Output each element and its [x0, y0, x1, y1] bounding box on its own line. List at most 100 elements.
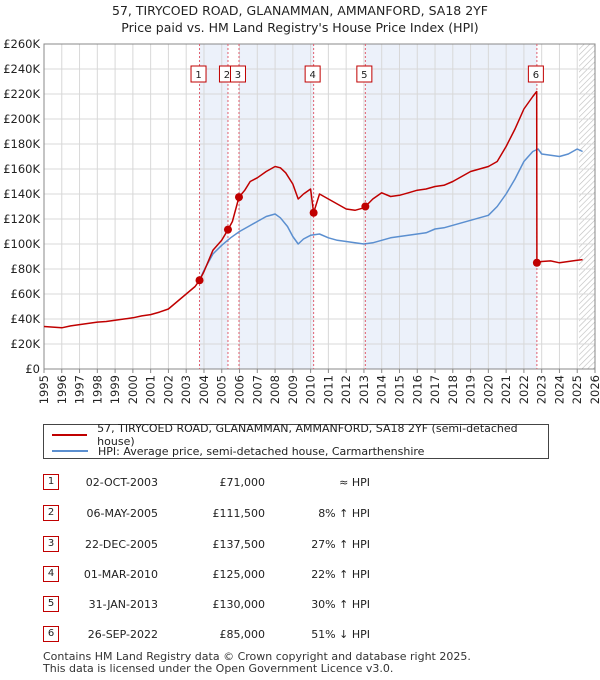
x-tick-label: 2000 — [126, 375, 140, 404]
table-row: 4 01-MAR-2010 £125,000 22% ↑ HPI — [0, 566, 600, 586]
transaction-price: £111,500 — [212, 507, 266, 520]
table-row: 3 22-DEC-2005 £137,500 27% ↑ HPI — [0, 536, 600, 556]
transaction-number: 5 — [43, 596, 59, 612]
transaction-number: 3 — [43, 536, 59, 552]
sale-label: 6 — [533, 70, 539, 81]
ownership-band — [238, 44, 314, 369]
x-tick-label: 2024 — [552, 375, 566, 404]
y-tick-label: £240K — [3, 62, 40, 76]
transaction-number: 2 — [43, 505, 59, 521]
transaction-number: 4 — [43, 566, 59, 582]
transaction-hpi-comparison: ≈ HPI — [339, 476, 370, 489]
x-tick-label: 2005 — [215, 375, 229, 404]
transaction-hpi-comparison: 27% ↑ HPI — [311, 538, 370, 551]
sale-label: 4 — [309, 70, 315, 81]
sale-point — [361, 202, 370, 211]
x-tick-label: 2009 — [286, 375, 300, 404]
transaction-hpi-comparison: 22% ↑ HPI — [311, 568, 370, 581]
footer-copyright: Contains HM Land Registry data © Crown c… — [43, 650, 471, 663]
transaction-price: £137,500 — [212, 538, 266, 551]
x-tick-label: 2010 — [304, 375, 318, 404]
transaction-hpi-comparison: 51% ↓ HPI — [311, 628, 370, 641]
x-tick-label: 2025 — [570, 375, 584, 404]
y-tick-label: £20K — [11, 337, 41, 351]
x-tick-label: 1999 — [108, 375, 122, 404]
x-tick-label: 2019 — [464, 375, 478, 404]
chart-title-line1: 57, TIRYCOED ROAD, GLANAMMAN, AMMANFORD,… — [112, 3, 488, 18]
transaction-price: £71,000 — [219, 476, 266, 489]
x-tick-label: 2016 — [410, 375, 424, 404]
y-tick-label: £40K — [11, 312, 41, 326]
transaction-price: £125,000 — [212, 568, 266, 581]
sale-label-box — [304, 65, 321, 83]
y-tick-label: £200K — [3, 112, 40, 126]
plot-frame — [43, 43, 596, 370]
sale-point — [309, 208, 318, 217]
transaction-hpi-comparison: 8% ↑ HPI — [318, 507, 370, 520]
sale-point — [532, 258, 541, 267]
x-tick-label: 2020 — [481, 375, 495, 404]
table-row: 1 02-OCT-2003 £71,000 ≈ HPI — [0, 474, 600, 494]
legend-item-hpi: HPI: Average price, semi-detached house,… — [52, 444, 424, 458]
x-tick-label: 2002 — [161, 375, 175, 404]
property-series-line — [43, 90, 583, 329]
sale-label-box — [190, 65, 207, 83]
sale-label-box — [229, 65, 246, 83]
x-tick-label: 2023 — [535, 375, 549, 404]
sale-label: 2 — [224, 70, 230, 81]
y-tick-label: £260K — [3, 37, 40, 51]
x-tick-label: 2013 — [357, 375, 371, 404]
x-tick-label: 2006 — [233, 375, 247, 404]
legend-swatch-hpi — [52, 450, 88, 452]
y-tick-label: £0 — [25, 362, 40, 376]
sale-label: 3 — [235, 70, 241, 81]
x-tick-label: 2026 — [588, 375, 600, 404]
transaction-hpi-comparison: 30% ↑ HPI — [311, 598, 370, 611]
ownership-band — [365, 44, 537, 369]
legend-label-hpi: HPI: Average price, semi-detached house,… — [98, 444, 425, 458]
sale-label: 1 — [195, 70, 201, 81]
transaction-price: £85,000 — [219, 628, 266, 641]
y-tick-label: £220K — [3, 87, 40, 101]
footer-licence: This data is licensed under the Open Gov… — [43, 662, 394, 675]
sale-point — [195, 276, 204, 285]
transaction-price: £130,000 — [212, 598, 266, 611]
x-tick-label: 2007 — [250, 375, 264, 404]
sale-label-box — [356, 65, 373, 83]
transaction-date: 26-SEP-2022 — [87, 628, 158, 641]
x-tick-label: 2012 — [339, 375, 353, 404]
legend-swatch-property — [52, 434, 88, 436]
x-tick-label: 2014 — [375, 375, 389, 404]
table-row: 5 31-JAN-2013 £130,000 30% ↑ HPI — [0, 596, 600, 616]
x-tick-label: 2003 — [179, 375, 193, 404]
x-tick-label: 2022 — [517, 375, 531, 404]
x-tick-label: 2011 — [321, 375, 335, 404]
x-tick-label: 1998 — [90, 375, 104, 404]
hpi-series-line — [198, 148, 583, 281]
sale-point — [234, 193, 243, 202]
x-tick-label: 2001 — [144, 375, 158, 404]
sale-label-box — [527, 65, 544, 83]
y-tick-label: £60K — [11, 287, 41, 301]
transaction-number: 1 — [43, 474, 59, 490]
y-tick-label: £140K — [3, 187, 40, 201]
y-tick-label: £80K — [11, 262, 41, 276]
transaction-date: 02-OCT-2003 — [85, 476, 158, 489]
transaction-date: 22-DEC-2005 — [84, 538, 158, 551]
x-tick-label: 2017 — [428, 375, 442, 404]
y-tick-label: £160K — [3, 162, 40, 176]
y-tick-label: £180K — [3, 137, 40, 151]
price-chart: £0 £20K £40K £60K £80K £100K £120K £140K £160K £1… — [3, 37, 600, 404]
x-tick-label: 1997 — [73, 375, 87, 404]
x-tick-label: 1996 — [55, 375, 69, 404]
x-tick-label: 2004 — [197, 375, 211, 404]
legend-item-property: 57, TIRYCOED ROAD, GLANAMMAN, AMMANFORD,… — [52, 422, 548, 448]
forecast-hatch — [579, 44, 595, 369]
x-tick-label: 1995 — [37, 375, 51, 404]
x-tick-label: 2018 — [446, 375, 460, 404]
y-tick-label: £120K — [3, 212, 40, 226]
sale-label: 5 — [361, 70, 367, 81]
chart-title: 57, TIRYCOED ROAD, GLANAMMAN, AMMANFORD,… — [0, 2, 600, 36]
legend-label-property: 57, TIRYCOED ROAD, GLANAMMAN, AMMANFORD,… — [97, 422, 518, 448]
transaction-number: 6 — [43, 626, 59, 642]
